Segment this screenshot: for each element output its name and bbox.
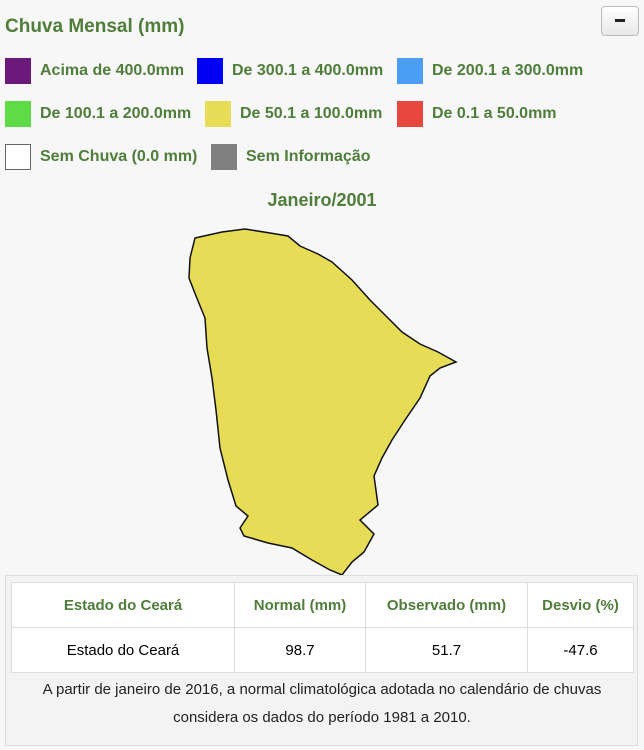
cell: -47.6 [527, 627, 634, 673]
legend-swatch [5, 101, 31, 127]
header-cell: Desvio (%) [527, 582, 634, 628]
legend-swatch [197, 58, 223, 84]
legend-item: De 100.1 a 200.0mm [5, 101, 191, 127]
data-row: Estado do Ceará 98.7 51.7 -47.6 [11, 627, 634, 673]
legend-label: De 200.1 a 300.0mm [432, 62, 584, 79]
header-row: Estado do Ceará Normal (mm) Observado (m… [11, 582, 634, 628]
legend-swatch [211, 144, 237, 170]
legend-item: De 0.1 a 50.0mm [397, 101, 557, 127]
legend-label: De 100.1 a 200.0mm [40, 105, 192, 122]
legend-label: De 0.1 a 50.0mm [432, 105, 557, 122]
footnote: A partir de janeiro de 2016, a normal cl… [42, 681, 602, 726]
legend-label: De 50.1 a 100.0mm [240, 105, 383, 122]
legend-swatch [5, 144, 31, 170]
header-cell: Estado do Ceará [11, 582, 235, 628]
header-cell: Observado (mm) [365, 582, 528, 628]
legend-label: Sem Informação [246, 148, 371, 165]
panel-title: Chuva Mensal (mm) [5, 16, 185, 37]
legend-item: De 300.1 a 400.0mm [197, 58, 383, 84]
data-table: Estado do Ceará Normal (mm) Observado (m… [11, 582, 634, 673]
map-title: Janeiro/2001 [267, 190, 377, 210]
legend-label: De 300.1 a 400.0mm [232, 62, 384, 79]
legend-item: De 50.1 a 100.0mm [205, 101, 382, 127]
collapse-button[interactable] [601, 6, 639, 36]
legend-swatch [205, 101, 231, 127]
legend-item: Sem Chuva (0.0 mm) [5, 144, 197, 170]
legend-swatch [397, 58, 423, 84]
header-cell: Normal (mm) [234, 582, 366, 628]
ceara-region [188, 228, 458, 576]
legend-item: De 200.1 a 300.0mm [397, 58, 583, 84]
legend-swatch [397, 101, 423, 127]
cell: Estado do Ceará [11, 627, 235, 673]
legend-item: Sem Informação [211, 144, 370, 170]
map [188, 228, 458, 576]
legend-item: Acima de 400.0mm [5, 58, 184, 84]
legend-label: Acima de 400.0mm [40, 62, 185, 79]
cell: 98.7 [234, 627, 366, 673]
legend-label: Sem Chuva (0.0 mm) [40, 148, 198, 165]
cell: 51.7 [365, 627, 528, 673]
legend-swatch [5, 58, 31, 84]
